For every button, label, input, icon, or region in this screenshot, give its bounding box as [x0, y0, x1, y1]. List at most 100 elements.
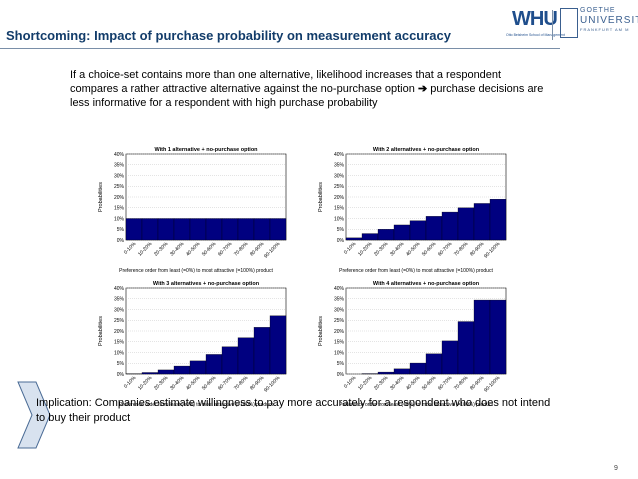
- bar: [393, 224, 411, 241]
- bar: [409, 220, 427, 241]
- x-axis-label: Preference order from least (=0%) to mos…: [119, 402, 273, 408]
- chart-title: With 4 alternatives + no-purchase option: [373, 281, 480, 287]
- x-tick-label: 90-100%: [483, 375, 502, 394]
- implication-text: Implication: Companies estimate willingn…: [36, 397, 551, 424]
- x-tick-label: 10-20%: [357, 375, 374, 392]
- bar: [269, 218, 287, 241]
- bar: [345, 237, 363, 241]
- y-tick-label: 40%: [114, 152, 125, 158]
- bar: [377, 371, 395, 375]
- y-axis-label: Probabilities: [318, 316, 324, 346]
- y-tick-label: 20%: [334, 195, 345, 201]
- x-tick-label: 60-70%: [437, 375, 454, 392]
- chart-panel-3: With 3 alternatives + no-purchase option…: [94, 278, 294, 415]
- x-tick-label: 20-30%: [373, 241, 390, 258]
- x-tick-label: 30-40%: [169, 241, 186, 258]
- chart-3: With 3 alternatives + no-purchase option…: [98, 281, 287, 408]
- bar: [173, 218, 191, 241]
- x-tick-label: 20-30%: [153, 375, 170, 392]
- bar: [473, 299, 491, 375]
- x-tick-label: 10-20%: [137, 375, 154, 392]
- x-tick-label: 40-50%: [405, 375, 422, 392]
- bar: [125, 218, 143, 241]
- y-tick-label: 40%: [334, 286, 345, 292]
- callout-arrow-icon: [17, 381, 51, 449]
- x-tick-label: 70-80%: [453, 241, 470, 258]
- y-tick-label: 40%: [114, 286, 125, 292]
- x-tick-label: 0-10%: [123, 241, 138, 256]
- bar: [253, 218, 271, 241]
- y-tick-label: 5%: [117, 361, 125, 367]
- y-tick-label: 5%: [117, 227, 125, 233]
- y-tick-label: 10%: [114, 216, 125, 222]
- slide-title: Shortcoming: Impact of purchase probabil…: [6, 28, 451, 43]
- y-axis-label: Probabilities: [98, 316, 104, 346]
- y-axis-label: Probabilities: [98, 182, 104, 212]
- y-tick-label: 35%: [114, 163, 125, 169]
- y-tick-label: 0%: [117, 238, 125, 244]
- whu-logo-subtitle: Otto Beisheim School of Management: [506, 33, 565, 37]
- x-tick-label: 40-50%: [185, 241, 202, 258]
- chart-panel-2: With 2 alternatives + no-purchase option…: [314, 144, 514, 281]
- intro-text-a: If a choice-set contains more than one a…: [70, 69, 502, 95]
- chart-title: With 2 alternatives + no-purchase option: [373, 147, 480, 153]
- goethe-logo-line2: UNIVERSIT: [580, 15, 638, 26]
- whu-logo: WHU: [512, 8, 558, 30]
- header-divider: [0, 48, 560, 49]
- x-tick-label: 0-10%: [343, 375, 358, 390]
- y-tick-label: 15%: [334, 340, 345, 346]
- bar: [157, 218, 175, 241]
- bar: [205, 354, 223, 375]
- bar: [205, 218, 223, 241]
- y-tick-label: 25%: [334, 184, 345, 190]
- x-tick-label: 50-60%: [201, 241, 218, 258]
- bar: [393, 368, 411, 375]
- x-tick-label: 50-60%: [201, 375, 218, 392]
- y-tick-label: 40%: [334, 152, 345, 158]
- x-tick-label: 70-80%: [453, 375, 470, 392]
- x-tick-label: 50-60%: [421, 375, 438, 392]
- y-tick-label: 30%: [334, 307, 345, 313]
- x-tick-label: 10-20%: [357, 241, 374, 258]
- bar: [221, 346, 239, 375]
- y-tick-label: 0%: [337, 238, 345, 244]
- chart-1: With 1 alternative + no-purchase option 0…: [98, 147, 287, 274]
- x-tick-label: 60-70%: [217, 241, 234, 258]
- y-tick-label: 30%: [114, 307, 125, 313]
- bar: [237, 337, 255, 375]
- x-tick-label: 90-100%: [263, 375, 282, 394]
- x-tick-label: 10-20%: [137, 241, 154, 258]
- y-tick-label: 10%: [114, 350, 125, 356]
- logo-divider: [552, 10, 553, 40]
- x-tick-label: 40-50%: [185, 375, 202, 392]
- y-tick-label: 30%: [334, 173, 345, 179]
- bar: [189, 360, 207, 375]
- y-tick-label: 15%: [114, 206, 125, 212]
- bar: [141, 372, 159, 375]
- y-tick-label: 5%: [337, 361, 345, 367]
- x-tick-label: 0-10%: [123, 375, 138, 390]
- x-axis-label: Preference order from least (=0%) to mos…: [339, 402, 493, 408]
- goethe-logo-line3: FRANKFURT AM M: [580, 27, 630, 32]
- bar: [489, 199, 507, 241]
- bar: [489, 299, 507, 375]
- chart-title: With 3 alternatives + no-purchase option: [153, 281, 260, 287]
- bar: [253, 327, 271, 375]
- bar: [457, 321, 475, 375]
- chart-2: With 2 alternatives + no-purchase option…: [318, 147, 507, 274]
- y-tick-label: 25%: [114, 318, 125, 324]
- x-tick-label: 50-60%: [421, 241, 438, 258]
- intro-paragraph: If a choice-set contains more than one a…: [70, 68, 550, 110]
- page-number: 9: [614, 465, 618, 472]
- bar: [441, 211, 459, 241]
- y-tick-label: 35%: [114, 297, 125, 303]
- bar: [377, 229, 395, 241]
- x-tick-label: 60-70%: [217, 375, 234, 392]
- bar: [221, 218, 239, 241]
- y-tick-label: 35%: [334, 297, 345, 303]
- y-tick-label: 5%: [337, 227, 345, 233]
- arrow-icon: ➔: [417, 83, 428, 95]
- chart-title: With 1 alternative + no-purchase option: [154, 147, 258, 153]
- bar: [173, 365, 191, 375]
- y-tick-label: 25%: [114, 184, 125, 190]
